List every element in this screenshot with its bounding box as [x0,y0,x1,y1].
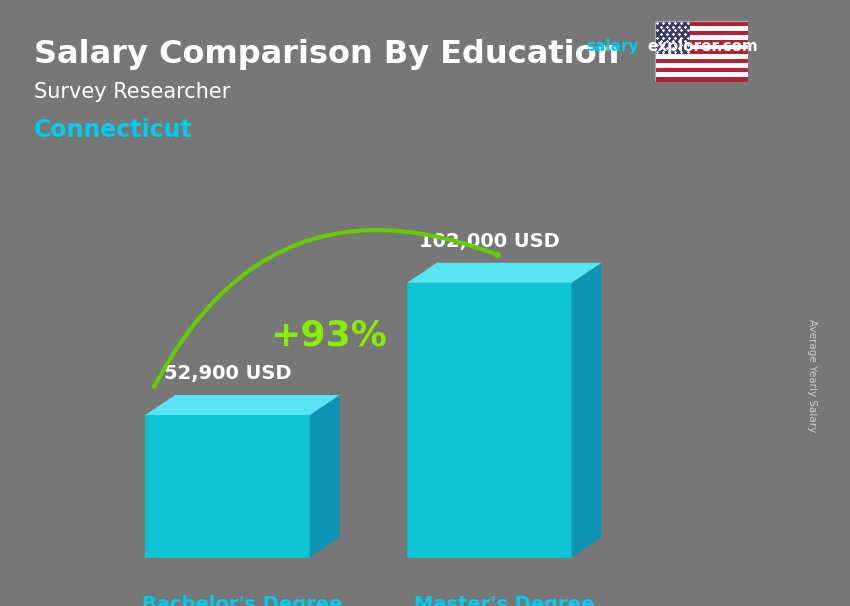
Polygon shape [407,263,602,283]
Polygon shape [654,30,748,35]
Text: Salary Comparison By Education: Salary Comparison By Education [34,39,620,70]
Text: Bachelor's Degree: Bachelor's Degree [142,595,343,606]
Text: +93%: +93% [270,319,387,353]
Text: 102,000 USD: 102,000 USD [419,231,559,251]
FancyArrowPatch shape [154,230,499,387]
Polygon shape [654,77,748,82]
Polygon shape [654,35,748,40]
Text: Survey Researcher: Survey Researcher [34,82,230,102]
Polygon shape [654,59,748,63]
Polygon shape [654,40,748,44]
Polygon shape [654,54,748,59]
Polygon shape [654,44,748,49]
Polygon shape [654,49,748,54]
Polygon shape [654,21,748,26]
Text: Master's Degree: Master's Degree [414,595,594,606]
Text: salary: salary [586,39,639,55]
Text: Connecticut: Connecticut [34,118,193,142]
Polygon shape [654,21,690,54]
Text: explorer.com: explorer.com [648,39,758,55]
Polygon shape [654,63,748,68]
Polygon shape [309,395,340,558]
Polygon shape [571,263,602,558]
Polygon shape [654,68,748,73]
Text: 52,900 USD: 52,900 USD [164,364,292,383]
Polygon shape [407,283,571,558]
Polygon shape [145,395,340,415]
Polygon shape [145,415,309,558]
Polygon shape [654,26,748,30]
Polygon shape [654,73,748,77]
Text: Average Yearly Salary: Average Yearly Salary [807,319,817,432]
